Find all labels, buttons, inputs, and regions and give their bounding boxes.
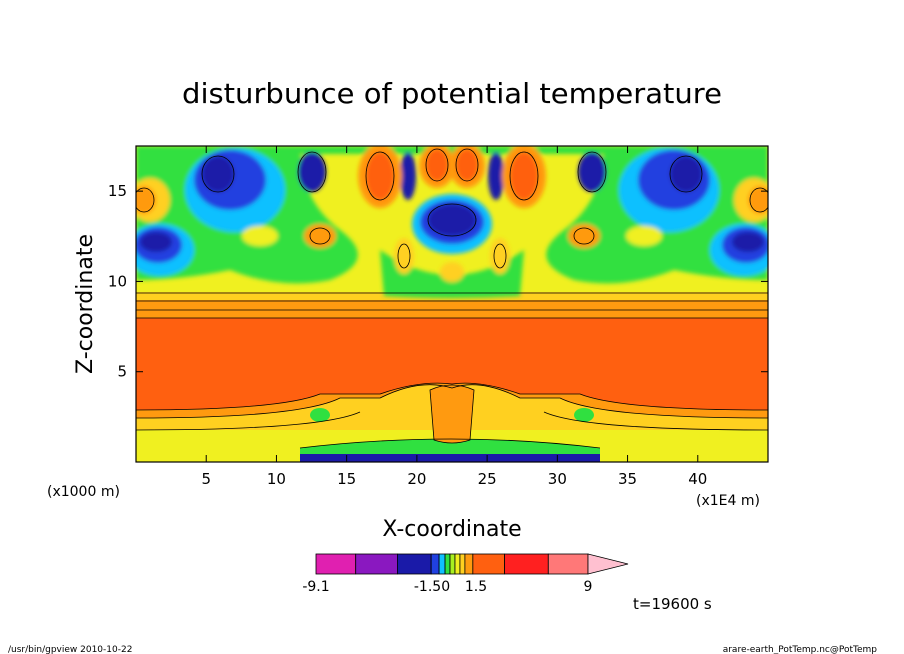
field-cell bbox=[574, 408, 594, 422]
colorbar-label: -1.50 bbox=[414, 579, 450, 595]
contour-line bbox=[136, 411, 768, 431]
colorbar-label: 9 bbox=[584, 579, 593, 595]
x-tick-label: 10 bbox=[267, 470, 286, 488]
field-cell bbox=[490, 238, 510, 274]
contour-line bbox=[429, 384, 475, 444]
time-label: t=19600 s bbox=[633, 595, 712, 613]
contour-line bbox=[509, 151, 539, 201]
field-cell bbox=[400, 152, 416, 200]
x-axis-title: X-coordinate bbox=[382, 517, 521, 542]
field-band bbox=[300, 439, 600, 458]
contour-line bbox=[573, 227, 595, 245]
field-cell bbox=[428, 204, 476, 236]
field-cell bbox=[136, 186, 156, 214]
contour-lines bbox=[136, 148, 768, 449]
colorbar-segment bbox=[464, 553, 474, 575]
axis-ticks: 5 10 15 20 25 30 35 40 5 10 15 bbox=[108, 146, 768, 488]
colorbar-label: 1.5 bbox=[465, 579, 487, 595]
contour-line bbox=[297, 151, 327, 193]
y-axis-title: Z-coordinate bbox=[73, 234, 98, 374]
field-cell bbox=[626, 226, 662, 246]
x-tick-label: 35 bbox=[618, 470, 637, 488]
field-cell bbox=[202, 156, 234, 192]
contour-line bbox=[493, 243, 507, 269]
x-tick-label: 25 bbox=[478, 470, 497, 488]
field-cell bbox=[366, 152, 394, 200]
contour-line bbox=[365, 151, 395, 201]
contour-line bbox=[669, 155, 703, 193]
colorbar-segment bbox=[454, 553, 461, 575]
y-tick-label: 10 bbox=[108, 272, 127, 290]
contour-line bbox=[136, 384, 768, 419]
field-cell bbox=[426, 149, 448, 181]
contour-line bbox=[425, 148, 449, 182]
x-unit-right: (x1E4 m) bbox=[696, 493, 760, 509]
field-cell bbox=[748, 186, 768, 214]
contour-line bbox=[136, 382, 768, 411]
footer-left: /usr/bin/gpview 2010-10-22 bbox=[8, 645, 132, 654]
field-cell bbox=[430, 385, 474, 443]
contour-line bbox=[136, 187, 155, 213]
field-cell bbox=[488, 152, 504, 200]
colorbar-segment bbox=[547, 553, 589, 575]
x-tick-label: 5 bbox=[201, 470, 211, 488]
colorbar-label: -9.1 bbox=[302, 579, 329, 595]
field-cell bbox=[510, 152, 538, 200]
field-cell bbox=[136, 146, 768, 154]
colorbar: -9.1 -1.50 1.5 9 bbox=[302, 553, 629, 595]
x-tick-label: 20 bbox=[407, 470, 426, 488]
field-cell bbox=[298, 152, 326, 192]
colorbar-segment bbox=[449, 553, 456, 575]
colorbar-segment bbox=[438, 553, 446, 575]
contour-line bbox=[427, 203, 477, 237]
field-cell bbox=[440, 262, 464, 282]
colorbar-segment bbox=[430, 553, 440, 575]
colorbar-segment bbox=[444, 553, 451, 575]
footer-right: arare-earth_PotTemp.nc@PotTemp bbox=[723, 645, 878, 654]
contour-line bbox=[749, 187, 768, 213]
field-band bbox=[300, 454, 600, 462]
field-cell bbox=[456, 149, 478, 181]
plot-frame bbox=[135, 145, 769, 463]
colorbar-segment bbox=[397, 553, 432, 575]
x-tick-label: 30 bbox=[548, 470, 567, 488]
colorbar-extend-arrow bbox=[587, 553, 629, 575]
field-band bbox=[136, 318, 768, 410]
chart-title: disturbunce of potential temperature bbox=[182, 77, 722, 110]
field-cell bbox=[304, 224, 336, 248]
heatmap-field bbox=[136, 146, 768, 462]
field-cell bbox=[670, 156, 702, 192]
x-tick-label: 40 bbox=[688, 470, 707, 488]
y-tick-label: 5 bbox=[117, 363, 127, 381]
contour-line bbox=[201, 155, 235, 193]
field-cell bbox=[140, 232, 172, 252]
colorbar-segment bbox=[355, 553, 398, 575]
field-cell bbox=[242, 226, 278, 246]
colorbar-segment bbox=[472, 553, 506, 575]
field-cell bbox=[394, 238, 414, 274]
field-cell bbox=[380, 250, 524, 298]
y-tick-label: 15 bbox=[108, 182, 127, 200]
contour-line bbox=[309, 227, 331, 245]
field-cell bbox=[568, 224, 600, 248]
field-cell bbox=[732, 232, 764, 252]
x-tick-label: 15 bbox=[337, 470, 356, 488]
x-unit-left: (x1000 m) bbox=[47, 484, 120, 500]
colorbar-segment bbox=[315, 553, 357, 575]
contour-line bbox=[455, 148, 479, 182]
upper-field bbox=[136, 146, 768, 298]
colorbar-segment bbox=[459, 553, 466, 575]
colorbar-segment bbox=[504, 553, 549, 575]
contour-line bbox=[299, 438, 601, 449]
contour-line bbox=[577, 151, 607, 193]
field-cell bbox=[578, 152, 606, 192]
contour-line bbox=[397, 243, 411, 269]
field-cell bbox=[310, 408, 330, 422]
